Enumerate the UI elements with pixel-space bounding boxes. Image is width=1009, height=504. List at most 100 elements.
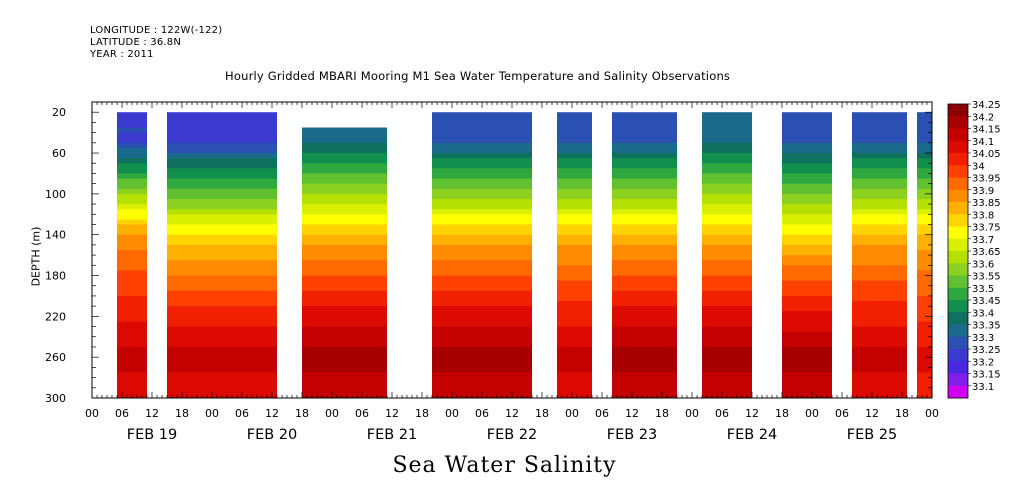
salinity-band: [782, 362, 832, 368]
salinity-band: [117, 270, 147, 277]
salinity-band: [302, 387, 387, 394]
salinity-band: [917, 188, 932, 195]
salinity-band: [117, 382, 147, 389]
salinity-band: [167, 219, 277, 225]
colorbar-label: 33.3: [972, 333, 994, 344]
salinity-band: [302, 382, 387, 389]
salinity-band: [117, 244, 147, 251]
salinity-band: [852, 275, 907, 282]
salinity-band: [852, 214, 907, 220]
plot-area: [117, 112, 932, 399]
salinity-band: [917, 377, 932, 384]
x-hour-tick-label: 06: [835, 407, 849, 420]
salinity-band: [302, 331, 387, 338]
salinity-band: [167, 321, 277, 328]
salinity-band: [702, 295, 752, 302]
salinity-band: [702, 306, 752, 312]
salinity-band: [557, 127, 592, 134]
salinity-band: [302, 341, 387, 348]
salinity-band: [117, 112, 147, 118]
salinity-band: [432, 316, 532, 322]
salinity-band: [117, 377, 147, 384]
salinity-band: [917, 214, 932, 220]
salinity-band: [612, 147, 677, 154]
salinity-band: [432, 198, 532, 205]
colorbar-label: 34.1: [972, 137, 994, 148]
salinity-band: [432, 127, 532, 134]
salinity-band: [117, 352, 147, 358]
salinity-band: [702, 377, 752, 384]
salinity-band: [557, 260, 592, 266]
salinity-band: [117, 158, 147, 164]
salinity-band: [702, 132, 752, 139]
colorbar-swatch: [948, 202, 968, 215]
colorbar-swatch: [948, 336, 968, 350]
salinity-band: [852, 285, 907, 292]
salinity-band: [167, 122, 277, 129]
x-hour-tick-label: 00: [85, 407, 99, 420]
salinity-band: [557, 367, 592, 373]
salinity-band: [167, 132, 277, 139]
salinity-band: [702, 198, 752, 205]
salinity-band: [117, 346, 147, 353]
salinity-band: [557, 357, 592, 363]
colorbar-label: 33.45: [972, 296, 1001, 307]
salinity-band: [557, 219, 592, 225]
salinity-band: [432, 352, 532, 358]
salinity-band: [432, 209, 532, 215]
salinity-band: [117, 260, 147, 266]
salinity-band: [702, 163, 752, 169]
salinity-band: [852, 112, 907, 118]
salinity-band: [612, 295, 677, 302]
salinity-band: [852, 362, 907, 368]
salinity-band: [852, 341, 907, 348]
salinity-band: [852, 229, 907, 236]
x-date-label: FEB 19: [127, 427, 178, 443]
salinity-band: [117, 188, 147, 195]
salinity-band: [432, 387, 532, 394]
salinity-band: [702, 321, 752, 328]
salinity-band: [702, 326, 752, 333]
colorbar-swatch: [948, 251, 968, 264]
colorbar-label: 33.4: [972, 308, 994, 319]
salinity-band: [917, 219, 932, 225]
x-hour-tick-label: 18: [895, 407, 909, 420]
salinity-band: [302, 372, 387, 379]
salinity-band: [117, 372, 147, 379]
salinity-band: [557, 265, 592, 271]
salinity-band: [557, 224, 592, 231]
salinity-band: [167, 168, 277, 174]
x-hour-tick-label: 06: [115, 407, 129, 420]
salinity-band: [117, 280, 147, 287]
salinity-band: [852, 244, 907, 251]
salinity-band: [432, 280, 532, 287]
salinity-band: [432, 367, 532, 373]
salinity-band: [782, 336, 832, 343]
salinity-band: [117, 153, 147, 159]
colorbar-swatch: [948, 349, 968, 362]
colorbar-swatch: [948, 275, 968, 289]
salinity-band: [852, 250, 907, 256]
x-hour-tick-label: 18: [295, 407, 309, 420]
salinity-band: [782, 224, 832, 231]
salinity-band: [917, 280, 932, 287]
salinity-band: [432, 362, 532, 368]
salinity-band: [782, 357, 832, 363]
salinity-band: [612, 168, 677, 174]
salinity-band: [852, 270, 907, 277]
salinity-band: [612, 153, 677, 159]
colorbar-swatch: [948, 263, 968, 276]
data-segment: [557, 112, 592, 399]
salinity-band: [702, 178, 752, 185]
salinity-band: [702, 362, 752, 368]
salinity-band: [117, 239, 147, 246]
salinity-band: [917, 137, 932, 144]
salinity-band: [117, 290, 147, 297]
salinity-band: [612, 250, 677, 256]
salinity-band: [782, 275, 832, 282]
salinity-band: [612, 285, 677, 292]
x-hour-tick-label: 00: [805, 407, 819, 420]
salinity-band: [167, 244, 277, 251]
salinity-band: [612, 142, 677, 149]
salinity-band: [557, 346, 592, 353]
